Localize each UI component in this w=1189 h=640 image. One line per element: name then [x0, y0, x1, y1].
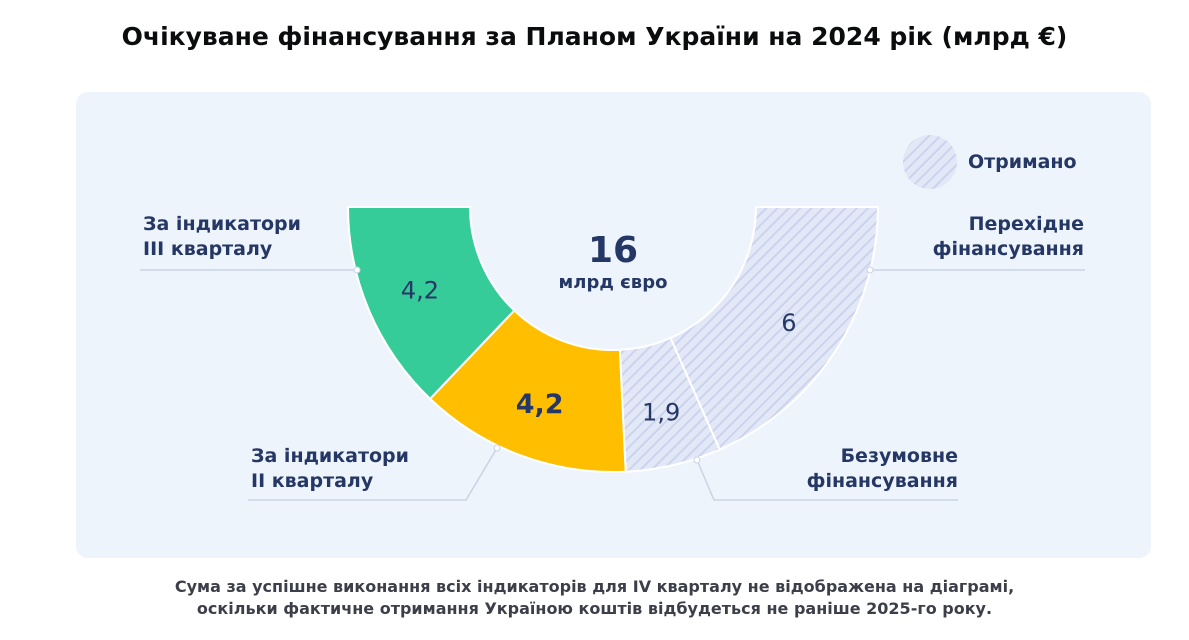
segment-value-3: 1,9 — [642, 398, 680, 426]
label-q3-line1: За індикатори — [143, 213, 301, 235]
label-q2: За індикатори II кварталу — [251, 444, 409, 494]
footnote: Сума за успішне виконання всіх індикатор… — [0, 576, 1189, 620]
legend-hatched-swatch — [903, 135, 957, 189]
label-bridge-line2: фінансування — [932, 238, 1084, 260]
total-value: 16 — [588, 230, 638, 271]
segment-value-2: 4,2 — [516, 389, 564, 420]
leader-q3-dot — [353, 266, 361, 274]
leader-unconditional — [696, 459, 958, 501]
label-unconditional-line2: фінансування — [806, 470, 958, 492]
leader-unconditional-dot — [693, 456, 701, 464]
total-unit: млрд євро — [559, 272, 668, 293]
footnote-line1: Сума за успішне виконання всіх індикатор… — [174, 577, 1015, 596]
segment-value-1: 4,2 — [401, 277, 439, 305]
label-q3: За індикатори III кварталу — [143, 212, 301, 262]
label-bridge-line1: Перехідне — [968, 213, 1084, 235]
label-q2-line1: За індикатори — [251, 445, 409, 467]
label-bridge: Перехідне фінансування — [884, 212, 1084, 262]
chart-panel — [76, 92, 1151, 558]
segment-value-4: 6 — [781, 309, 796, 337]
leader-bridge-dot — [866, 266, 874, 274]
legend-label: Отримано — [968, 151, 1077, 173]
chart-title: Очікуване фінансування за Планом України… — [121, 22, 1068, 51]
leader-q2 — [248, 447, 498, 501]
leader-q2-dot — [493, 444, 501, 452]
footnote-line2: оскільки фактичне отримання Україною кош… — [196, 599, 993, 618]
segment-4 — [669, 206, 880, 451]
label-q3-line2: III кварталу — [143, 238, 273, 260]
label-q2-line2: II кварталу — [251, 470, 374, 492]
label-unconditional: Безумовне фінансування — [758, 444, 958, 494]
label-unconditional-line1: Безумовне — [840, 445, 958, 467]
